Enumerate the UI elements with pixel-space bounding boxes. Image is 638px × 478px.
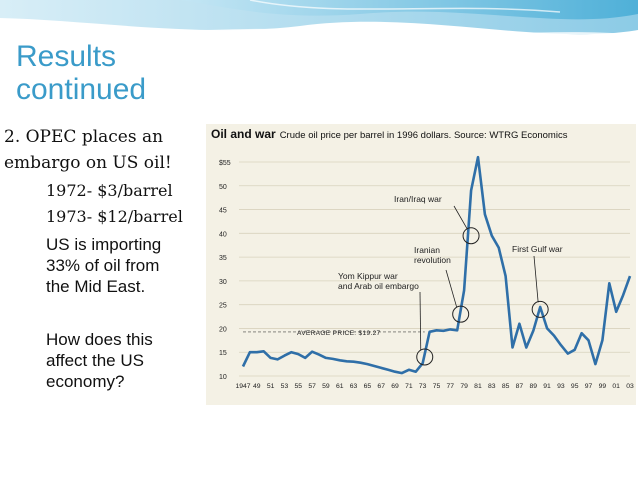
x-tick-label: 53 <box>281 383 289 390</box>
y-tick-label: 50 <box>219 184 227 191</box>
annotation-circle <box>531 300 549 318</box>
chart-subtitle: Crude oil price per barrel in 1996 dolla… <box>280 130 568 141</box>
bullet-opec-line: embargo on US oil! <box>4 153 172 173</box>
chart-title: Oil and war <box>211 127 276 141</box>
x-tick-label: 63 <box>350 383 358 390</box>
x-tick-label: 81 <box>474 383 482 390</box>
bullet-price-1972: 1972- $3/barrel <box>46 181 173 200</box>
annotation-circle <box>416 348 434 366</box>
x-tick-label: 1947 <box>235 383 250 390</box>
x-tick-label: 61 <box>336 383 344 390</box>
slide-title-line: continued <box>16 73 147 106</box>
x-tick-label: 79 <box>460 383 468 390</box>
bullet-importing-line: 33% of oil from <box>46 256 160 275</box>
slide-title: Results continued <box>16 40 146 106</box>
x-tick-label: 65 <box>364 383 372 390</box>
x-tick-label: 95 <box>571 383 579 390</box>
x-tick-label: 73 <box>419 383 427 390</box>
y-tick-label: 30 <box>219 279 227 286</box>
y-tick-label: 25 <box>219 303 227 310</box>
y-tick-label: 35 <box>219 255 227 262</box>
annotation-leader-line <box>533 255 539 303</box>
x-tick-label: 59 <box>322 383 330 390</box>
annotation-circle <box>452 305 470 323</box>
x-tick-label: 91 <box>543 383 551 390</box>
bullet-importing-line: US is importing <box>46 235 162 254</box>
x-tick-label: 67 <box>377 383 385 390</box>
bullet-question-line: economy? <box>46 372 125 391</box>
x-tick-label: 77 <box>447 383 455 390</box>
x-tick-label: 75 <box>433 383 441 390</box>
x-tick-label: 93 <box>557 383 565 390</box>
y-tick-label: 20 <box>219 326 227 333</box>
bullet-importing-line: the Mid East. <box>46 277 146 296</box>
average-price-label: AVERAGE PRICE: $19.27 <box>297 330 381 337</box>
x-tick-label: 87 <box>516 383 524 390</box>
annotation-label: and Arab oil embargo <box>338 281 419 291</box>
header-wave-banner <box>0 0 638 37</box>
oil-price-series-line <box>241 155 632 375</box>
x-tick-label: 69 <box>391 383 399 390</box>
y-tick-label: $55 <box>219 160 231 167</box>
x-tick-label: 01 <box>612 383 620 390</box>
x-tick-label: 99 <box>599 383 607 390</box>
x-tick-label: 03 <box>626 383 634 390</box>
x-tick-label: 85 <box>502 383 510 390</box>
y-tick-label: 15 <box>219 350 227 357</box>
annotation-label: revolution <box>414 255 451 265</box>
y-tick-label: 45 <box>219 208 227 215</box>
oil-price-chart-panel: Oil and war Crude oil price per barrel in… <box>206 124 636 405</box>
x-tick-label: 57 <box>308 383 316 390</box>
x-tick-label: 71 <box>405 383 413 390</box>
bullet-question-line: affect the US <box>46 351 144 370</box>
x-tick-label: 89 <box>529 383 537 390</box>
x-tick-label: 83 <box>488 383 496 390</box>
x-tick-label: 55 <box>295 383 303 390</box>
x-tick-label: 49 <box>253 383 261 390</box>
x-tick-label: 97 <box>585 383 593 390</box>
y-tick-label: 40 <box>219 231 227 238</box>
slide-title-line: Results <box>16 40 117 73</box>
annotation-leader-line <box>445 269 458 308</box>
x-tick-label: 51 <box>267 383 275 390</box>
chart-title-line: Oil and war Crude oil price per barrel in… <box>211 127 568 141</box>
annotation-leader-line <box>453 205 468 229</box>
annotation-label: First Gulf war <box>512 244 563 254</box>
bullet-opec-line: 2. OPEC places an <box>4 127 164 147</box>
bullet-list: 2. OPEC places an embargo on US oil! 197… <box>4 124 200 392</box>
annotation-label: Yom Kippur war <box>338 271 398 281</box>
bullet-question-line: How does this <box>46 330 153 349</box>
y-tick-label: 10 <box>219 374 227 381</box>
annotation-circle <box>462 227 480 245</box>
annotation-label: Iran/Iraq war <box>394 194 442 204</box>
oil-price-chart: Oil and war Crude oil price per barrel in… <box>211 127 634 390</box>
bullet-price-1973: 1973- $12/barrel <box>46 207 183 226</box>
annotation-leader-line <box>419 291 422 350</box>
annotation-label: Iranian <box>414 245 440 255</box>
